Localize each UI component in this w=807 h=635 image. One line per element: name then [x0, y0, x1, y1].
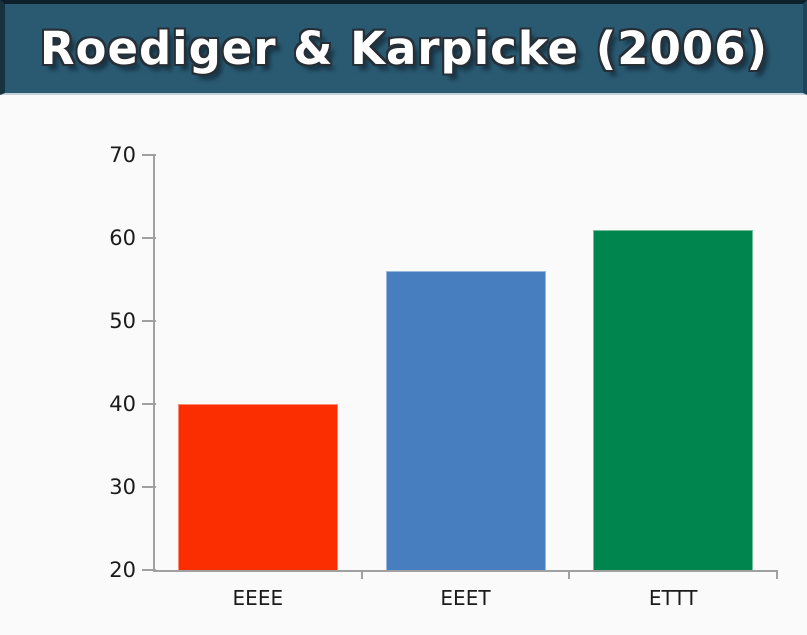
y-tick-label: 50 [109, 309, 136, 333]
y-tick-label: 60 [109, 226, 136, 250]
y-tick-label: 70 [109, 143, 136, 167]
y-tick-label: 20 [109, 558, 136, 582]
y-tick [142, 486, 156, 488]
bar-EEEE [177, 404, 338, 570]
y-axis [153, 155, 155, 572]
x-category-label-EEEE: EEEE [232, 586, 284, 610]
x-axis [153, 570, 778, 572]
y-tick-label: 30 [109, 475, 136, 499]
x-category-label-ETTT: ETTT [648, 586, 698, 610]
x-tick [360, 570, 363, 579]
x-category-label-EEET: EEET [440, 586, 491, 610]
bar-EEET [385, 271, 546, 570]
y-tick [142, 403, 156, 405]
x-tick [568, 570, 571, 579]
slide-title-banner: Roediger & Karpicke (2006) [0, 0, 807, 95]
y-tick-label: 40 [109, 392, 136, 416]
x-tick [776, 570, 778, 579]
page-title: Roediger & Karpicke (2006) [39, 22, 769, 75]
y-tick [142, 237, 156, 239]
y-tick [142, 569, 156, 571]
y-tick [142, 320, 156, 322]
y-tick [142, 154, 156, 156]
bar-ETTT [593, 229, 754, 570]
